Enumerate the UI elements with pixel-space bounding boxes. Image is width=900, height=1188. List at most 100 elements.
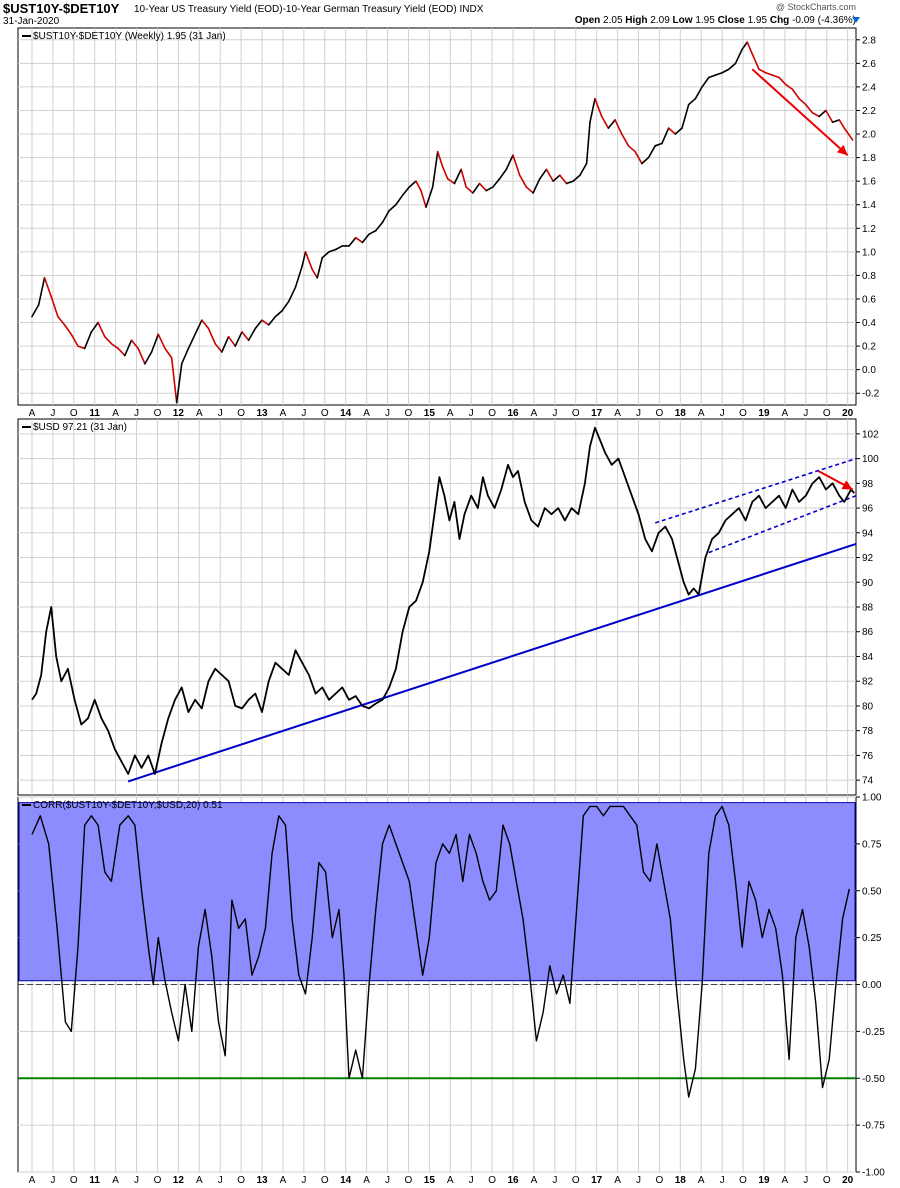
chg-label: Chg bbox=[769, 15, 790, 26]
spread-segment bbox=[267, 315, 277, 326]
spread-segment bbox=[63, 324, 73, 336]
spread-segment bbox=[288, 286, 297, 303]
panel-3-y-tick-label: 1.00 bbox=[862, 793, 882, 804]
spread-segment bbox=[532, 178, 541, 194]
spread-segment bbox=[164, 347, 173, 359]
spread-segment bbox=[559, 174, 568, 185]
spread-segment bbox=[375, 221, 384, 232]
ohlc-dropdown-icon[interactable] bbox=[852, 17, 860, 23]
exchange-label: INDX bbox=[459, 4, 484, 15]
spread-segment bbox=[175, 362, 183, 404]
spread-segment bbox=[425, 186, 434, 208]
panel-3-x-label: O bbox=[237, 1175, 245, 1186]
panel-1-y-tick-label: 0.6 bbox=[862, 294, 876, 305]
spread-segment bbox=[681, 103, 690, 129]
panel-1-legend: $UST10Y-$DET10Y (Weekly) 1.95 (31 Jan) bbox=[33, 31, 226, 42]
panel-1-y-tick-label: 0.4 bbox=[862, 318, 876, 329]
panel-1-y-tick-label: 1.4 bbox=[862, 200, 876, 211]
panel-1-y-tick-label: 1.6 bbox=[862, 177, 876, 188]
spread-segment bbox=[301, 251, 307, 267]
panel-1-x-label: J bbox=[50, 408, 55, 419]
panel-3-x-label: J bbox=[636, 1175, 641, 1186]
panel-3-x-label: O bbox=[823, 1175, 831, 1186]
panel-3-y-tick-label: -1.00 bbox=[862, 1168, 885, 1179]
spread-segment bbox=[701, 76, 710, 88]
panel-3-y-tick-label: 0.75 bbox=[862, 839, 882, 850]
panel-3-x-label: 17 bbox=[591, 1175, 603, 1186]
panel-2-y-tick-label: 98 bbox=[862, 479, 874, 490]
panel-3-x-label: O bbox=[739, 1175, 747, 1186]
spread-segment bbox=[478, 182, 488, 192]
panel-3-x-label: A bbox=[698, 1175, 705, 1186]
spread-segment bbox=[838, 119, 846, 129]
spread-segment bbox=[728, 62, 737, 71]
panel-3-x-label: J bbox=[720, 1175, 725, 1186]
low-value: 1.95 bbox=[695, 15, 715, 26]
panel-1-y-tick-label: 2.6 bbox=[862, 59, 876, 70]
spread-segment bbox=[778, 76, 787, 86]
open-label: Open bbox=[574, 15, 601, 26]
panel-1-y-tick-label: 2.2 bbox=[862, 106, 876, 117]
spread-segment bbox=[97, 321, 106, 338]
spread-segment bbox=[707, 74, 717, 79]
spread-segment bbox=[361, 233, 370, 244]
panel-3-x-label: A bbox=[531, 1175, 538, 1186]
spread-segment bbox=[751, 53, 760, 71]
spread-segment bbox=[261, 319, 270, 326]
panel-3-x-label: J bbox=[50, 1175, 55, 1186]
panel-1-x-label: O bbox=[237, 408, 245, 419]
spread-segment bbox=[758, 68, 767, 74]
panel-1-y-tick-label: 0.0 bbox=[862, 365, 876, 376]
spread-segment bbox=[200, 319, 210, 330]
panel-2-y-tick-label: 76 bbox=[862, 751, 874, 762]
panel-1-y-tick-label: 2.4 bbox=[862, 82, 876, 93]
spread-segment bbox=[746, 41, 754, 55]
panel-1-x-label: 17 bbox=[591, 408, 603, 419]
spread-segment bbox=[221, 335, 230, 353]
panel-3-x-label: J bbox=[385, 1175, 390, 1186]
spread-segment bbox=[647, 145, 657, 159]
panel-1-x-label: J bbox=[469, 408, 474, 419]
spread-segment bbox=[187, 333, 196, 350]
open-value: 2.05 bbox=[603, 15, 623, 26]
spread-segment bbox=[694, 86, 703, 100]
panel-1-x-label: A bbox=[196, 408, 203, 419]
spread-segment bbox=[565, 180, 575, 185]
spread-segment bbox=[194, 319, 203, 336]
panel-2-y-tick-label: 102 bbox=[862, 429, 879, 440]
panel-3-x-label: O bbox=[70, 1175, 78, 1186]
panel-1-x-label: J bbox=[720, 408, 725, 419]
panel-3-x-label: O bbox=[405, 1175, 413, 1186]
spread-segment bbox=[498, 168, 508, 180]
panel-2-y-tick-label: 90 bbox=[862, 578, 874, 589]
panel-3-x-label: A bbox=[280, 1175, 287, 1186]
panel-1-x-label: O bbox=[823, 408, 831, 419]
panel-3-x-label: J bbox=[469, 1175, 474, 1186]
panel-1-y-tick-label: 0.2 bbox=[862, 342, 876, 353]
spread-segment bbox=[627, 145, 636, 153]
panel-3-y-tick-label: -0.75 bbox=[862, 1121, 885, 1132]
panel-3-x-label: A bbox=[29, 1175, 36, 1186]
spread-segment bbox=[843, 127, 854, 141]
spread-segment bbox=[214, 342, 223, 353]
spread-segment bbox=[654, 142, 663, 147]
downtrend-arrow-line bbox=[751, 68, 849, 156]
spread-segment bbox=[741, 41, 749, 51]
spread-segment bbox=[401, 186, 411, 197]
chg-value: -0.09 (-4.36%) bbox=[792, 15, 856, 26]
panel-1-x-label: O bbox=[154, 408, 162, 419]
panel-3-legend: CORR($UST10Y-$DET10Y,$USD,20) 0.51 bbox=[33, 800, 223, 811]
symbol-description: 10-Year US Treasury Yield (EOD)-10-Year … bbox=[134, 4, 483, 15]
panel-1-y-tick-label: 1.0 bbox=[862, 247, 876, 258]
panel-1-x-label: A bbox=[698, 408, 705, 419]
chart-date: 31-Jan-2020 bbox=[3, 16, 60, 27]
spread-segment bbox=[180, 347, 190, 365]
spread-segment bbox=[721, 68, 730, 74]
panel-2-y-tick-label: 82 bbox=[862, 677, 874, 688]
spread-segment bbox=[594, 97, 603, 118]
panel-1-x-label: O bbox=[572, 408, 580, 419]
panel-2-y-tick-label: 86 bbox=[862, 627, 874, 638]
panel-1-x-label: O bbox=[321, 408, 329, 419]
spread-segment bbox=[83, 331, 93, 350]
